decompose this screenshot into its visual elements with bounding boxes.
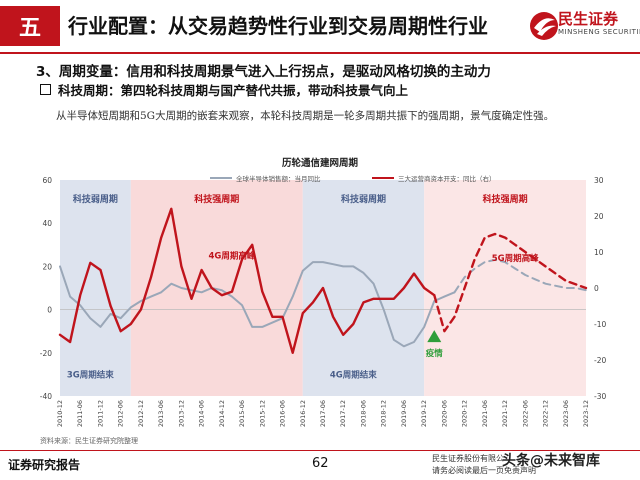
region-label: 科技弱周期 bbox=[73, 193, 118, 205]
y-right-tick-label: -20 bbox=[594, 356, 606, 365]
shaded-region bbox=[302, 180, 425, 396]
region-label: 科技强周期 bbox=[194, 193, 239, 205]
shaded-region bbox=[60, 180, 131, 396]
annotation-label: 5G周期高峰 bbox=[492, 253, 539, 264]
x-tick-label: 2016-06 bbox=[279, 400, 287, 427]
page-number: 62 bbox=[312, 456, 329, 471]
chart-legend: 全球半导体销售额：当月同比 三大运营商资本开支：同比（右） bbox=[210, 174, 496, 183]
x-tick-label: 2020-06 bbox=[440, 400, 448, 427]
source-note: 资料来源：民生证券研究院整理 bbox=[40, 437, 138, 445]
x-tick-label: 2017-06 bbox=[319, 400, 327, 427]
logo-text-en: MINSHENG SECURITIES bbox=[558, 28, 640, 36]
y-left-tick-label: 20 bbox=[42, 262, 52, 271]
y-right-tick-label: 30 bbox=[594, 176, 604, 185]
x-tick-label: 2023-06 bbox=[562, 400, 570, 427]
x-tick-label: 2022-12 bbox=[542, 400, 550, 427]
x-tick-label: 2021-06 bbox=[481, 400, 489, 427]
x-tick-label: 2017-12 bbox=[339, 400, 347, 427]
annotation-label: 4G周期高峰 bbox=[209, 251, 256, 262]
y-right-tick-label: 0 bbox=[594, 284, 599, 293]
chart-title: 历轮通信建网周期 bbox=[282, 157, 358, 169]
x-tick-label: 2011-06 bbox=[76, 400, 84, 427]
axes: -40 -20 0 20 40 60 -30 -20 -10 0 10 20 30 2010-12 2011… bbox=[40, 176, 607, 427]
x-tick-label: 2014-12 bbox=[218, 400, 226, 427]
x-tick-label: 2019-06 bbox=[400, 400, 408, 427]
y-left-tick-label: -40 bbox=[40, 392, 52, 401]
x-tick-label: 2020-12 bbox=[461, 400, 469, 427]
x-tick-label: 2021-12 bbox=[501, 400, 509, 427]
series-lines bbox=[58, 207, 588, 354]
x-tick-label: 2015-06 bbox=[238, 400, 246, 427]
header-divider bbox=[0, 52, 640, 54]
y-right-tick-label: -10 bbox=[594, 320, 606, 329]
annotation-label: 3G周期结束 bbox=[67, 369, 114, 380]
subheading: 3、周期变量：信用和科技周期景气进入上行拐点，是驱动风格切换的主动力 bbox=[36, 64, 491, 80]
y-left-tick-label: 40 bbox=[42, 219, 52, 228]
x-tick-label: 2014-06 bbox=[198, 400, 206, 427]
x-tick-label: 2023-12 bbox=[582, 400, 590, 427]
y-right-tick-label: 20 bbox=[594, 212, 604, 221]
page-title: 行业配置：从交易趋势性行业到交易周期性行业 bbox=[68, 14, 488, 38]
logo-mark-icon bbox=[530, 12, 558, 40]
y-left-tick-label: -20 bbox=[40, 349, 52, 358]
x-tick-label: 2010-12 bbox=[56, 400, 64, 427]
annotation-label: 疫情 bbox=[426, 348, 444, 359]
annotation-label: 4G周期结束 bbox=[330, 369, 377, 380]
bullet-square-icon bbox=[40, 84, 51, 95]
y-left-tick-label: 60 bbox=[42, 176, 52, 185]
watermark: 头条@未来智库 bbox=[502, 453, 600, 469]
footer-disclaimer: 请务必阅读最后一页免责声明 bbox=[432, 466, 536, 475]
section-number: 五 bbox=[0, 6, 60, 46]
region-label: 科技强周期 bbox=[483, 193, 528, 205]
x-tick-label: 2022-06 bbox=[521, 400, 529, 427]
x-tick-label: 2015-12 bbox=[258, 400, 266, 427]
logo-text-cn: 民生证券 bbox=[558, 10, 619, 28]
x-tick-label: 2016-12 bbox=[299, 400, 307, 427]
x-tick-label: 2013-06 bbox=[157, 400, 165, 427]
series-line-forecast bbox=[433, 232, 588, 333]
x-tick-label: 2012-12 bbox=[137, 400, 145, 427]
x-tick-label: 2011-12 bbox=[96, 400, 104, 427]
series-line bbox=[58, 207, 436, 354]
pandemic-marker-icon bbox=[427, 330, 442, 343]
region-label: 科技弱周期 bbox=[341, 193, 386, 205]
series-line bbox=[59, 261, 456, 348]
footer-report-type: 证券研究报告 bbox=[8, 458, 81, 472]
y-right-tick-label: -30 bbox=[594, 392, 606, 401]
minsheng-logo bbox=[530, 12, 558, 40]
shaded-region bbox=[424, 180, 586, 396]
body-text: 从半导体短周期和5G大周期的嵌套来观察，本轮科技周期是一轮多周期共振下的强周期，… bbox=[56, 110, 555, 122]
y-right-tick-label: 10 bbox=[594, 248, 604, 257]
shaded-region bbox=[130, 180, 303, 396]
x-tick-label: 2018-06 bbox=[359, 400, 367, 427]
y-left-tick-label: 0 bbox=[47, 306, 52, 315]
bullet-text: 科技周期：第四轮科技周期与国产替代共振，带动科技景气向上 bbox=[58, 83, 409, 98]
legend-label: 全球半导体销售额：当月同比 bbox=[236, 174, 321, 183]
x-tick-label: 2012-06 bbox=[117, 400, 125, 427]
footer-divider bbox=[0, 450, 640, 451]
cycle-chart: 科技弱周期 科技强周期 科技弱周期 科技强周期 -40 -20 0 20 40 60 -30 -20… bbox=[40, 157, 607, 427]
x-tick-label: 2013-12 bbox=[177, 400, 185, 427]
x-tick-label: 2019-12 bbox=[420, 400, 428, 427]
footer-company: 民生证券股份有限公 bbox=[432, 454, 504, 463]
x-tick-label: 2018-12 bbox=[380, 400, 388, 427]
legend-label: 三大运营商资本开支：同比（右） bbox=[398, 174, 496, 183]
